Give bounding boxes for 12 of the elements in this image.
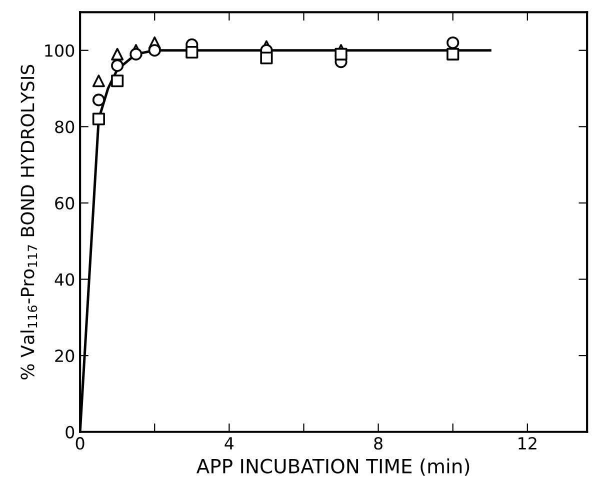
x-tick-label: 12 xyxy=(518,437,536,450)
y-tick-label: 100 xyxy=(45,44,74,57)
x-tick-label: 8 xyxy=(374,437,382,450)
y-axis-title: % Val$_{116}$-Pro$_{117}$ BOND HYDROLYSIS xyxy=(20,64,38,380)
y-tick-label: 40 xyxy=(54,273,74,286)
y-tick-label: 80 xyxy=(55,120,74,134)
x-tick-label: 4 xyxy=(224,437,234,450)
x-axis-title: APP INCUBATION TIME (min) xyxy=(196,458,470,476)
x-tick-label: 0 xyxy=(76,437,84,450)
y-tick-label: 20 xyxy=(55,350,74,362)
y-tick-label: 60 xyxy=(55,196,74,210)
y-tick-label: 0 xyxy=(66,426,74,438)
